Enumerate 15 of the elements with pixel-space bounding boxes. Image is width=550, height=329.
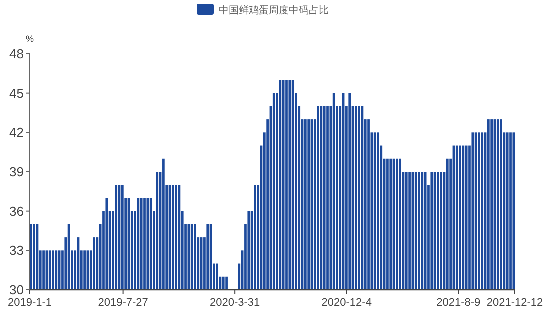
x-tick-label: 2019-1-1 (8, 297, 52, 309)
x-tick-label: 2020-3-31 (210, 297, 260, 309)
x-tick-label: 2019-7-27 (98, 297, 148, 309)
y-tick-label: 48 (10, 46, 24, 62)
x-tick-label: 2021-8-9 (436, 297, 481, 309)
y-tick-label: 36 (10, 204, 24, 219)
legend-label: 中国鲜鸡蛋周度中码占比 (219, 4, 329, 16)
y-tick-label: 33 (10, 243, 24, 258)
y-tick-label: 39 (10, 164, 24, 180)
x-tick-label: 2021-12-12 (486, 297, 544, 309)
y-axis-title: % (26, 34, 34, 44)
x-tick-label: 2020-12-4 (322, 297, 372, 309)
y-tick-label: 30 (10, 282, 24, 298)
y-tick-label: 42 (10, 125, 24, 140)
y-tick-label: 45 (10, 86, 24, 101)
